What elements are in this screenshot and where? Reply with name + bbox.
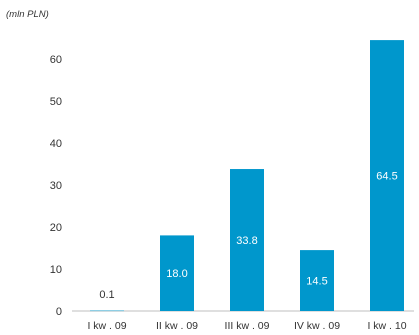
x-tick-label-2: II kw . 09 [156, 320, 198, 332]
y-tick-label: 50 [50, 96, 62, 108]
x-tick-label-5: I kw . 10 [367, 320, 406, 332]
value-label-4: 14.5 [306, 276, 327, 288]
y-tick-label: 20 [50, 222, 62, 234]
x-tick-label-1: I kw . 09 [87, 320, 126, 332]
x-tick-label-3: III kw . 09 [225, 320, 270, 332]
unit-label: (mln PLN) [6, 9, 49, 20]
y-axis: 0 10 20 30 40 50 60 [50, 54, 62, 318]
y-tick-label: 10 [50, 264, 62, 276]
bar-1 [90, 311, 124, 312]
y-tick-label: 0 [56, 306, 62, 318]
y-tick-label: 30 [50, 180, 62, 192]
value-label-5: 64.5 [376, 171, 397, 183]
y-tick-label: 60 [50, 54, 62, 66]
value-label-1: 0.1 [99, 289, 114, 301]
value-label-2: 18.0 [166, 268, 187, 280]
x-tick-label-4: IV kw . 09 [294, 320, 340, 332]
y-tick-label: 40 [50, 138, 62, 150]
bars [90, 40, 404, 311]
value-label-3: 33.8 [236, 235, 257, 247]
category-labels: I kw . 09 II kw . 09 III kw . 09 IV kw . 09… [87, 320, 406, 332]
